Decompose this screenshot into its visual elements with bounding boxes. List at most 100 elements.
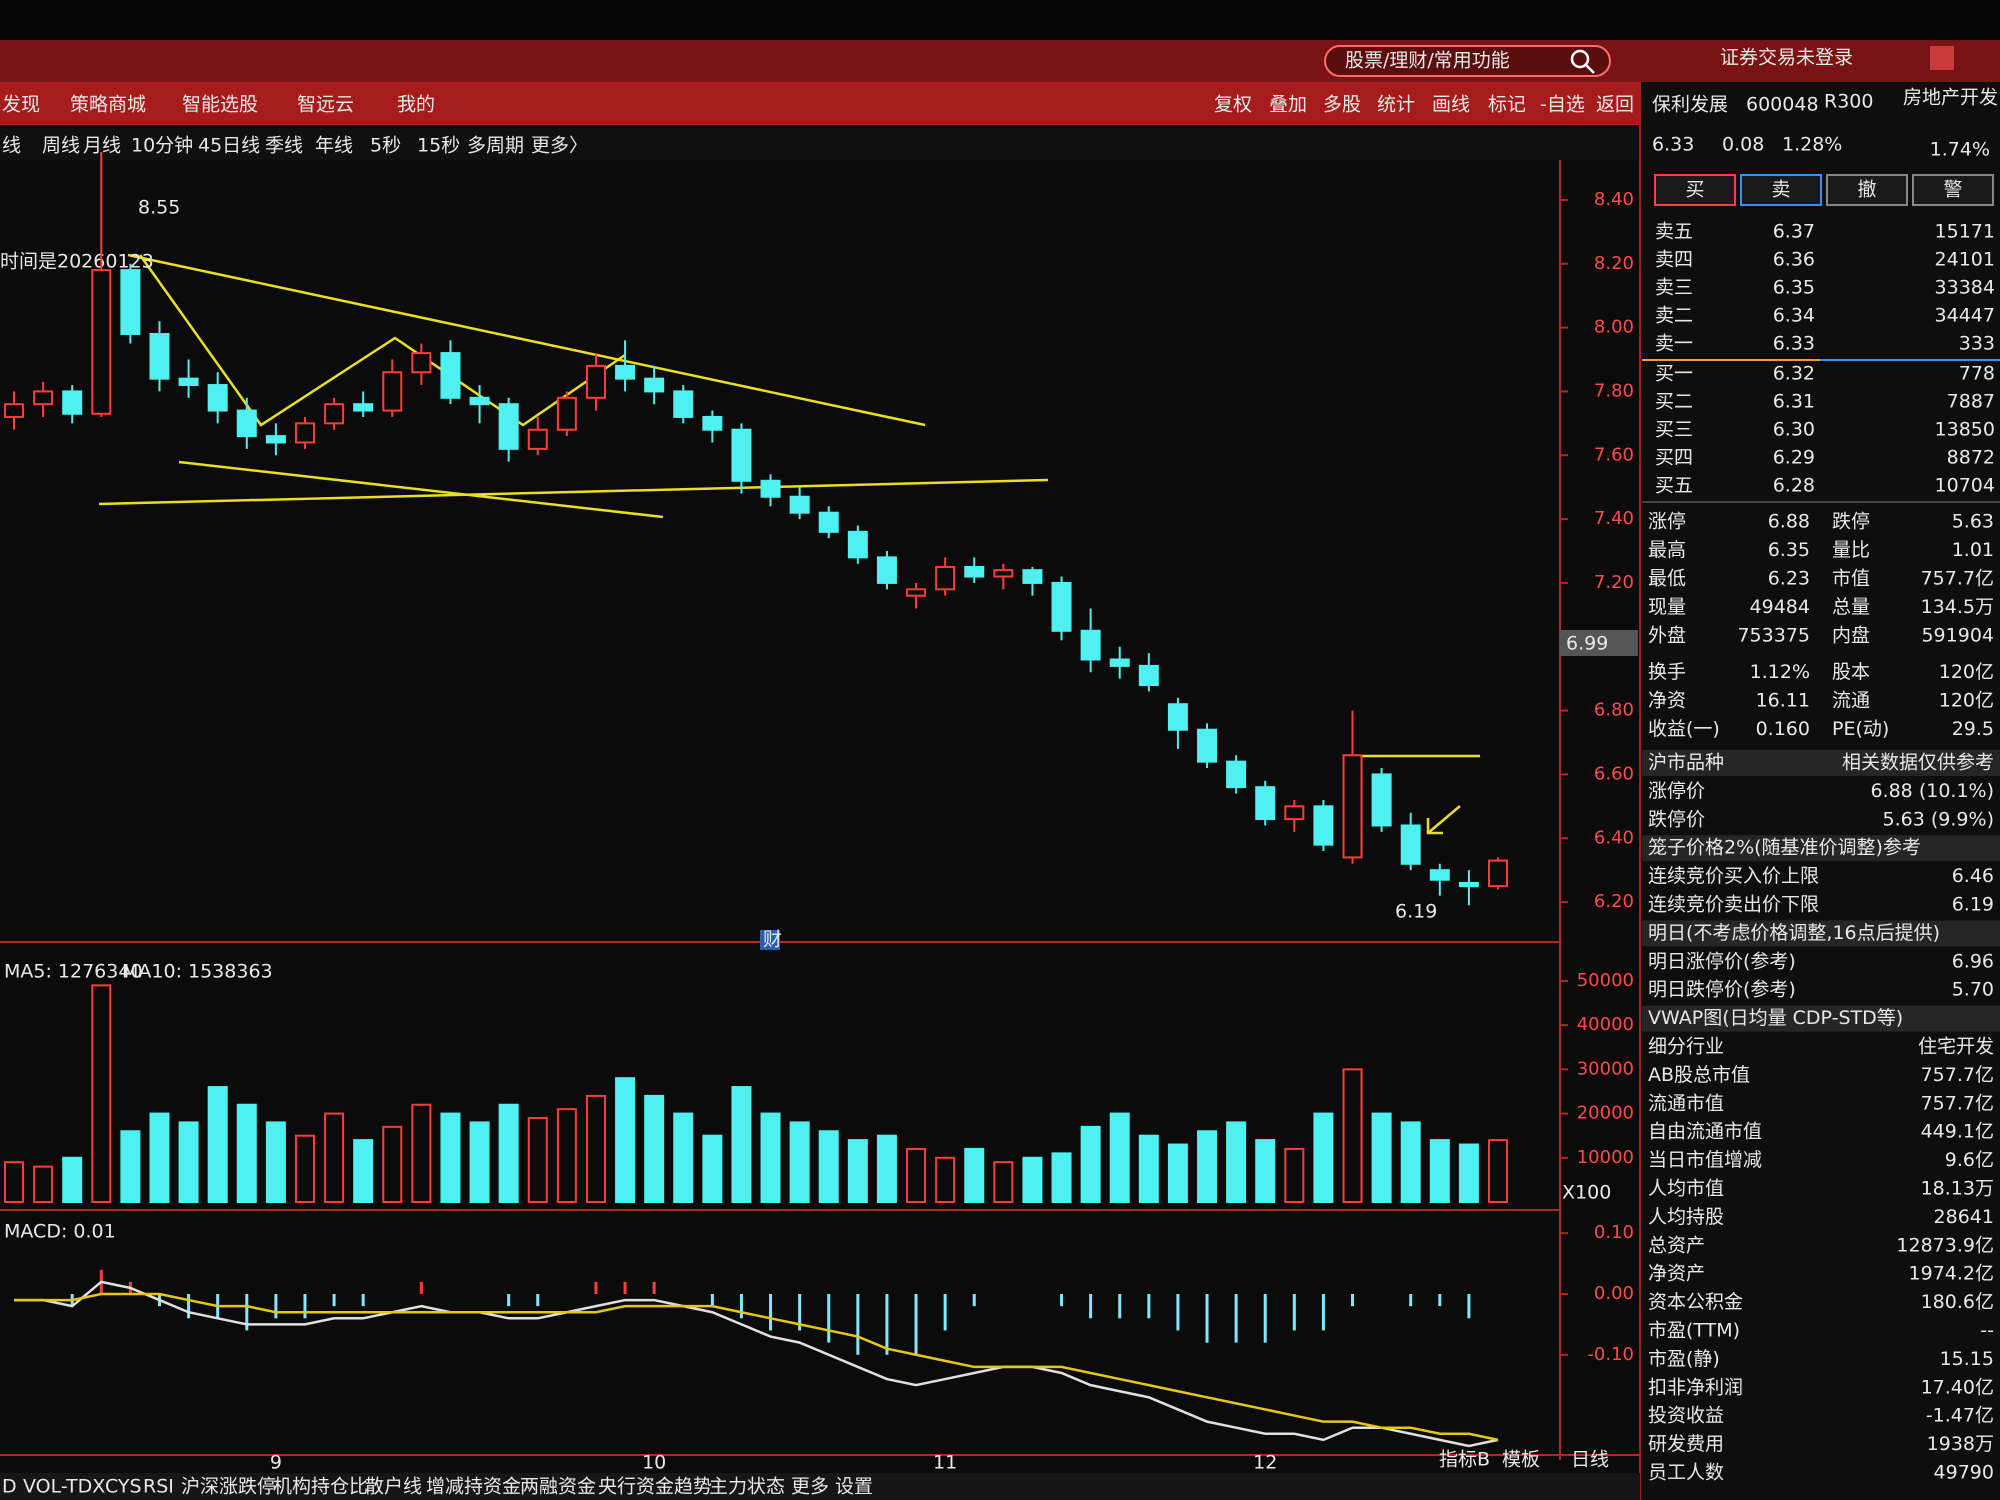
trade-button-label[interactable]: 买	[1685, 179, 1704, 201]
tool-item[interactable]: 多股	[1323, 94, 1361, 116]
candle-body	[120, 269, 141, 335]
info-label: 跌停价	[1648, 808, 1705, 830]
tab-item[interactable]: 指标B	[1439, 1449, 1490, 1471]
tab-item[interactable]: CYS	[105, 1476, 142, 1498]
y-tick-label: 0.10	[1594, 1222, 1634, 1243]
period-item[interactable]: 更多〉	[531, 135, 588, 157]
menu-item[interactable]: 策略商城	[70, 94, 146, 116]
vol-ma5: MA5: 1276340	[4, 961, 143, 983]
volume-bar	[585, 1094, 606, 1204]
trade-button[interactable]	[1740, 174, 1822, 206]
info-note: 相关数据仅供参考	[1842, 752, 1994, 774]
window-button[interactable]	[1930, 46, 1954, 70]
tool-item[interactable]: -自选	[1540, 94, 1585, 116]
tool-item[interactable]: 复权	[1214, 94, 1252, 116]
info-value: 757.7亿	[1921, 1064, 1994, 1086]
candle-body	[294, 422, 315, 444]
period-item[interactable]: 多周期	[467, 135, 524, 157]
candle-body	[556, 396, 577, 431]
tab-item[interactable]: 日线	[1571, 1449, 1609, 1471]
book-volume: 33384	[1935, 277, 1995, 299]
volume-bar	[4, 1161, 24, 1204]
y-tick-label: 10000	[1577, 1147, 1634, 1168]
tab-item[interactable]: 散户线	[365, 1476, 422, 1498]
volume-bar	[1342, 1068, 1363, 1203]
book-price: 6.32	[1773, 363, 1815, 385]
trade-button[interactable]	[1654, 174, 1736, 206]
trade-button[interactable]	[1826, 174, 1908, 206]
x-tick-label: 11	[933, 1452, 957, 1474]
candle-body	[1197, 728, 1218, 763]
candle-body	[818, 511, 839, 533]
tool-item[interactable]: 返回	[1596, 94, 1634, 116]
candle-body	[906, 588, 927, 597]
info-value: -1.47亿	[1926, 1405, 1994, 1427]
tab-item[interactable]: 主力状态	[709, 1476, 785, 1498]
period-item[interactable]: 年线	[315, 135, 353, 157]
search-box[interactable]	[1324, 45, 1611, 77]
period-item[interactable]: 周线	[42, 135, 80, 157]
stat-label: 外盘	[1648, 625, 1686, 647]
tab-item[interactable]: D	[2, 1476, 17, 1498]
info-value: 15.15	[1940, 1348, 1994, 1370]
period-item[interactable]: 5秒	[370, 135, 401, 157]
trade-button-label[interactable]: 卖	[1771, 179, 1790, 201]
search-icon[interactable]	[1570, 49, 1590, 69]
candle-body	[847, 530, 868, 559]
stat-label: 内盘	[1832, 625, 1870, 647]
volume-bar	[91, 984, 112, 1203]
info-value: 5.70	[1952, 979, 1994, 1001]
y-tick-label: 6.40	[1594, 827, 1634, 848]
volume-bar	[149, 1112, 170, 1204]
tab-item[interactable]: 更多	[791, 1476, 829, 1498]
change-pct: 1.28%	[1782, 134, 1842, 156]
volume-bar	[906, 1147, 927, 1204]
menu-item[interactable]: 智远云	[297, 94, 354, 116]
last-price: 6.33	[1652, 134, 1694, 156]
volume-bar	[120, 1130, 141, 1204]
tab-item[interactable]: 机构持仓比	[273, 1476, 368, 1498]
menu-item[interactable]: 智能选股	[182, 94, 258, 116]
cursor-price-box	[1560, 630, 1638, 656]
period-item[interactable]: 季线	[265, 135, 303, 157]
period-item[interactable]: 线	[2, 135, 21, 157]
stat-label: PE(动)	[1832, 718, 1889, 740]
period-item[interactable]: 15秒	[417, 135, 460, 157]
menu-item[interactable]: 我的	[397, 94, 435, 116]
book-label: 买二	[1655, 391, 1693, 413]
trade-button[interactable]	[1912, 174, 1994, 206]
volume-bar	[644, 1094, 665, 1204]
period-item[interactable]: 10分钟	[131, 135, 193, 157]
menu-item[interactable]: 发现	[2, 94, 40, 116]
candle-body	[1429, 869, 1450, 881]
info-label: 人均持股	[1648, 1206, 1724, 1228]
volume-bar	[1080, 1125, 1101, 1204]
candle-body	[382, 371, 403, 412]
period-item[interactable]: 月线	[83, 135, 121, 157]
candle-body	[1051, 581, 1072, 632]
tab-item[interactable]: 两融资金	[520, 1476, 596, 1498]
info-label: 连续竞价买入价上限	[1648, 865, 1819, 887]
volume-bar	[178, 1121, 199, 1203]
tab-item[interactable]: 沪深涨跌停	[181, 1476, 276, 1498]
tab-item[interactable]: VOL-TDX	[23, 1476, 105, 1498]
trade-button-label[interactable]: 撤	[1857, 179, 1876, 201]
book-volume: 15171	[1935, 221, 1995, 243]
trade-button-label[interactable]: 警	[1943, 179, 1962, 201]
candle-body	[62, 390, 83, 415]
tool-item[interactable]: 统计	[1377, 94, 1415, 116]
tab-item[interactable]: 增减持资金	[426, 1476, 521, 1498]
tab-item[interactable]: 设置	[835, 1476, 873, 1498]
info-label: 投资收益	[1648, 1405, 1724, 1427]
tab-item[interactable]: RSI	[143, 1476, 174, 1498]
volume-bar	[993, 1161, 1014, 1204]
tab-item[interactable]: 央行资金趋势	[598, 1476, 712, 1498]
tool-item[interactable]: 叠加	[1269, 94, 1307, 116]
tab-item[interactable]: 模板	[1502, 1449, 1540, 1471]
y-tick-label: 8.20	[1594, 253, 1634, 274]
book-label: 卖三	[1655, 277, 1693, 299]
period-item[interactable]: 45日线	[198, 135, 260, 157]
tool-item[interactable]: 标记	[1488, 94, 1526, 116]
info-label: 明日跌停价(参考)	[1648, 979, 1796, 1001]
tool-item[interactable]: 画线	[1432, 94, 1470, 116]
